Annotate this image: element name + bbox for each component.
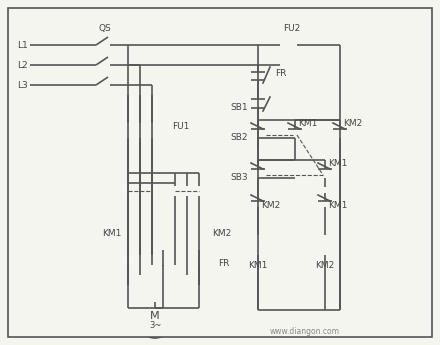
Bar <box>133 123 147 143</box>
Bar <box>121 123 135 143</box>
Text: SB1: SB1 <box>231 102 248 111</box>
Circle shape <box>182 186 192 196</box>
Text: FR: FR <box>218 258 229 267</box>
Text: KM1: KM1 <box>328 158 347 168</box>
Text: KM1: KM1 <box>248 260 268 269</box>
Text: KM1: KM1 <box>298 118 317 128</box>
Text: www.diangon.com: www.diangon.com <box>270 327 340 336</box>
Circle shape <box>256 115 260 119</box>
Bar <box>189 250 209 266</box>
Circle shape <box>256 176 260 180</box>
Circle shape <box>123 186 133 196</box>
Text: KM2: KM2 <box>212 228 231 237</box>
Bar <box>310 235 340 255</box>
Circle shape <box>170 186 180 196</box>
Circle shape <box>256 136 260 140</box>
Text: KM2: KM2 <box>315 260 335 269</box>
Text: FR: FR <box>275 69 286 78</box>
Circle shape <box>135 186 145 196</box>
Text: M: M <box>150 311 160 321</box>
Text: KM1: KM1 <box>328 200 347 209</box>
Text: L2: L2 <box>17 60 28 69</box>
Text: 3~: 3~ <box>149 322 161 331</box>
Bar <box>153 250 173 266</box>
Text: QS: QS <box>99 23 111 32</box>
Text: SB2: SB2 <box>231 132 248 141</box>
Text: L1: L1 <box>17 40 28 49</box>
Text: KM2: KM2 <box>343 118 362 128</box>
Bar <box>243 235 273 255</box>
Text: KM2: KM2 <box>261 200 280 209</box>
Text: KM1: KM1 <box>103 228 122 237</box>
Circle shape <box>194 186 204 196</box>
Bar <box>118 250 138 266</box>
Circle shape <box>293 145 297 149</box>
Text: SB3: SB3 <box>231 172 248 181</box>
Bar <box>275 61 297 69</box>
Circle shape <box>137 302 173 338</box>
Text: FU1: FU1 <box>172 121 189 130</box>
Bar <box>145 123 159 143</box>
Circle shape <box>293 158 297 162</box>
Text: FU2: FU2 <box>283 23 301 32</box>
Circle shape <box>147 186 157 196</box>
Text: L3: L3 <box>17 80 28 89</box>
Bar <box>275 41 297 49</box>
